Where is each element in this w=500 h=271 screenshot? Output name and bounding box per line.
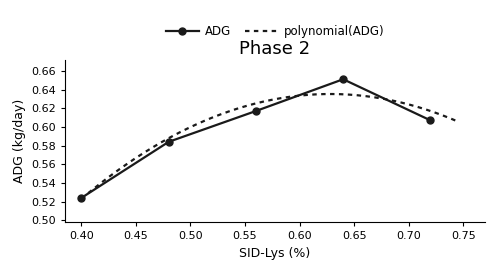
Legend: ADG, polynomial(ADG): ADG, polynomial(ADG) [161,20,389,43]
Title: Phase 2: Phase 2 [240,40,310,58]
Y-axis label: ADG (kg/day): ADG (kg/day) [12,99,26,183]
X-axis label: SID-Lys (%): SID-Lys (%) [240,247,310,260]
